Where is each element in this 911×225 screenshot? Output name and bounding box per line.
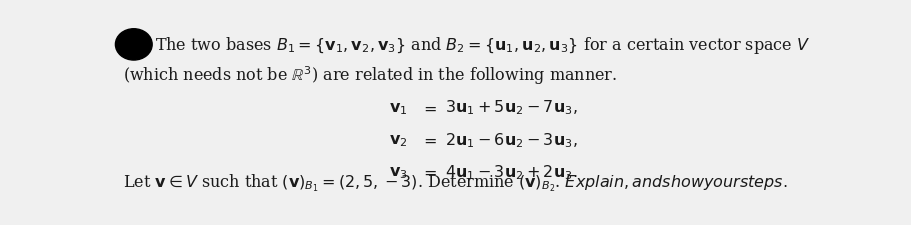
Text: $3\mathbf{u}_1 + 5\mathbf{u}_2 - 7\mathbf{u}_3,$: $3\mathbf{u}_1 + 5\mathbf{u}_2 - 7\mathb…	[445, 98, 577, 117]
Text: Let $\mathbf{v} \in V$ such that $(\mathbf{v})_{B_1} = (2, 5, -3)$. Determine $(: Let $\mathbf{v} \in V$ such that $(\math…	[123, 172, 787, 193]
Ellipse shape	[116, 30, 152, 61]
Text: The two bases $B_1 = \{\mathbf{v}_1, \mathbf{v}_2, \mathbf{v}_3\}$ and $B_2 = \{: The two bases $B_1 = \{\mathbf{v}_1, \ma…	[155, 35, 810, 56]
Text: $=$: $=$	[420, 163, 436, 180]
Text: $\mathbf{v}_2$: $\mathbf{v}_2$	[388, 131, 407, 148]
Text: $=$: $=$	[420, 131, 436, 148]
Text: $2\mathbf{u}_1 - 6\mathbf{u}_2 - 3\mathbf{u}_3,$: $2\mathbf{u}_1 - 6\mathbf{u}_2 - 3\mathb…	[445, 130, 577, 149]
Text: $=$: $=$	[420, 99, 436, 116]
Text: $\mathbf{v}_3$: $\mathbf{v}_3$	[388, 163, 407, 180]
Text: (which needs not be $\mathbb{R}^3$) are related in the following manner.: (which needs not be $\mathbb{R}^3$) are …	[123, 64, 617, 87]
Text: $\mathbf{v}_1$: $\mathbf{v}_1$	[388, 99, 407, 116]
Text: $4\mathbf{u}_1 - 3\mathbf{u}_2 + 2\mathbf{u}_3.$: $4\mathbf{u}_1 - 3\mathbf{u}_2 + 2\mathb…	[445, 162, 577, 181]
